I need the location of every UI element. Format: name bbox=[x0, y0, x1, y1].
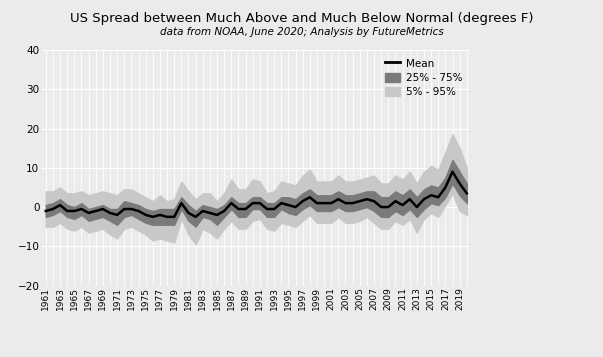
Text: US Spread between Much Above and Much Below Normal (degrees F): US Spread between Much Above and Much Be… bbox=[70, 12, 533, 25]
Legend: Mean, 25% - 75%, 5% - 95%: Mean, 25% - 75%, 5% - 95% bbox=[382, 55, 465, 100]
Text: data from NOAA, June 2020; Analysis by FutureMetrics: data from NOAA, June 2020; Analysis by F… bbox=[160, 27, 443, 37]
